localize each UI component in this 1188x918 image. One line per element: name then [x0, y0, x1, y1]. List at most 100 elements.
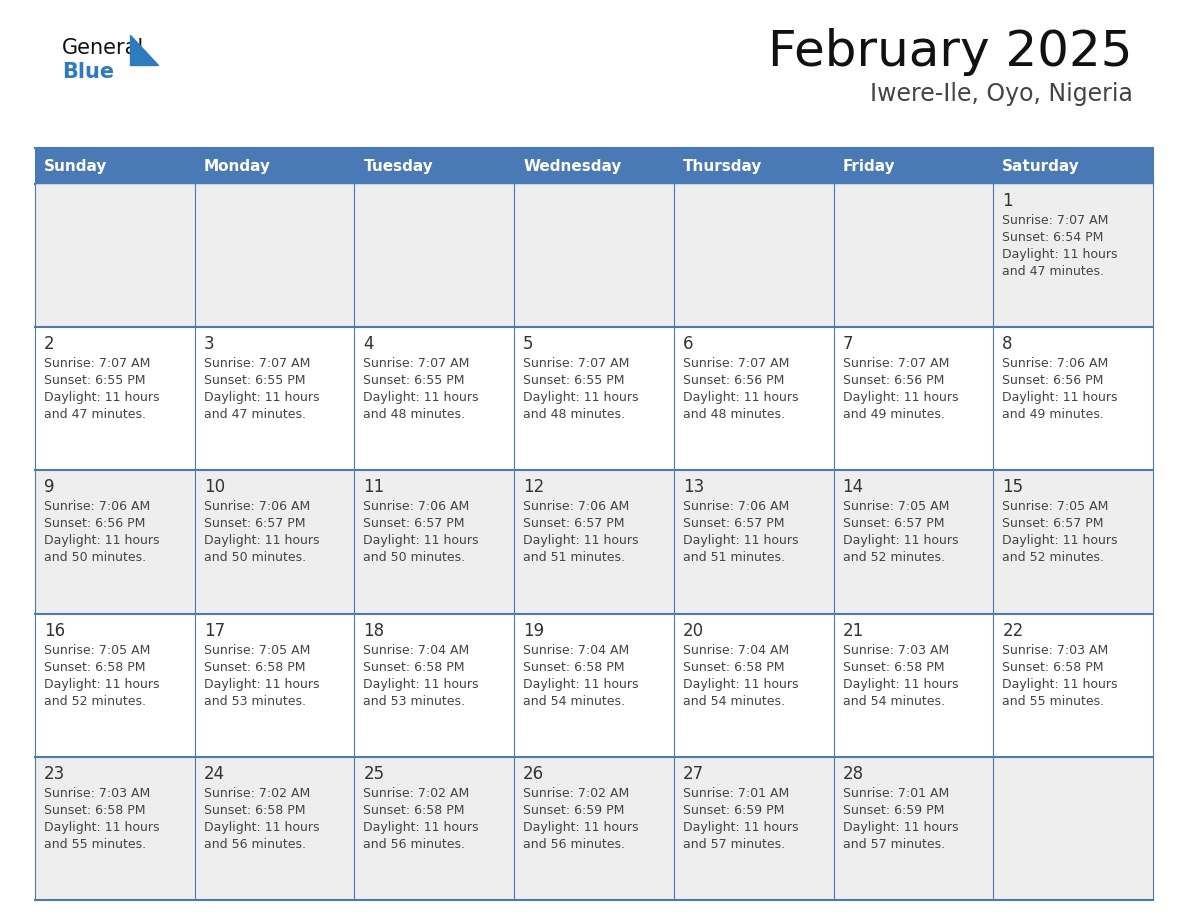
Text: and 54 minutes.: and 54 minutes.	[683, 695, 785, 708]
Text: Monday: Monday	[203, 159, 271, 174]
Text: Daylight: 11 hours: Daylight: 11 hours	[683, 821, 798, 834]
Text: Daylight: 11 hours: Daylight: 11 hours	[203, 391, 320, 404]
Text: Daylight: 11 hours: Daylight: 11 hours	[203, 677, 320, 690]
Text: 24: 24	[203, 765, 225, 783]
Text: Sunset: 6:58 PM: Sunset: 6:58 PM	[683, 661, 784, 674]
Text: 11: 11	[364, 478, 385, 497]
Text: Sunrise: 7:06 AM: Sunrise: 7:06 AM	[1003, 357, 1108, 370]
Bar	[34, 184, 1154, 327]
Text: Saturday: Saturday	[1003, 159, 1080, 174]
Text: Sunrise: 7:07 AM: Sunrise: 7:07 AM	[683, 357, 789, 370]
Text: Friday: Friday	[842, 159, 896, 174]
Text: 4: 4	[364, 335, 374, 353]
Text: and 52 minutes.: and 52 minutes.	[44, 695, 146, 708]
Text: Daylight: 11 hours: Daylight: 11 hours	[523, 677, 639, 690]
Text: and 52 minutes.: and 52 minutes.	[842, 552, 944, 565]
Text: Sunrise: 7:05 AM: Sunrise: 7:05 AM	[44, 644, 151, 656]
Text: Sunrise: 7:07 AM: Sunrise: 7:07 AM	[203, 357, 310, 370]
Text: Daylight: 11 hours: Daylight: 11 hours	[44, 677, 159, 690]
Text: Sunset: 6:56 PM: Sunset: 6:56 PM	[44, 518, 145, 531]
Text: 9: 9	[44, 478, 55, 497]
Text: and 50 minutes.: and 50 minutes.	[203, 552, 305, 565]
Text: Sunrise: 7:03 AM: Sunrise: 7:03 AM	[1003, 644, 1108, 656]
Text: Sunset: 6:58 PM: Sunset: 6:58 PM	[44, 804, 145, 817]
Text: Daylight: 11 hours: Daylight: 11 hours	[44, 391, 159, 404]
Text: Sunrise: 7:03 AM: Sunrise: 7:03 AM	[842, 644, 949, 656]
Text: and 54 minutes.: and 54 minutes.	[523, 695, 625, 708]
Text: 18: 18	[364, 621, 385, 640]
Text: and 57 minutes.: and 57 minutes.	[683, 838, 785, 851]
Text: Sunrise: 7:04 AM: Sunrise: 7:04 AM	[683, 644, 789, 656]
Text: and 47 minutes.: and 47 minutes.	[1003, 265, 1105, 278]
Text: and 48 minutes.: and 48 minutes.	[683, 409, 785, 421]
Text: Sunrise: 7:06 AM: Sunrise: 7:06 AM	[523, 500, 630, 513]
Text: General: General	[62, 38, 144, 58]
Text: 16: 16	[44, 621, 65, 640]
Text: 23: 23	[44, 765, 65, 783]
Text: Sunrise: 7:05 AM: Sunrise: 7:05 AM	[203, 644, 310, 656]
Text: Iwere-Ile, Oyo, Nigeria: Iwere-Ile, Oyo, Nigeria	[870, 82, 1133, 106]
Text: Sunset: 6:58 PM: Sunset: 6:58 PM	[203, 661, 305, 674]
Text: 12: 12	[523, 478, 544, 497]
Text: Sunrise: 7:05 AM: Sunrise: 7:05 AM	[842, 500, 949, 513]
Text: 5: 5	[523, 335, 533, 353]
Text: Daylight: 11 hours: Daylight: 11 hours	[364, 677, 479, 690]
Text: Sunset: 6:58 PM: Sunset: 6:58 PM	[44, 661, 145, 674]
Text: 17: 17	[203, 621, 225, 640]
Bar	[34, 148, 1154, 184]
Bar	[34, 327, 1154, 470]
Text: 7: 7	[842, 335, 853, 353]
Text: and 53 minutes.: and 53 minutes.	[364, 695, 466, 708]
Text: Daylight: 11 hours: Daylight: 11 hours	[203, 534, 320, 547]
Text: 2: 2	[44, 335, 55, 353]
Text: Sunrise: 7:02 AM: Sunrise: 7:02 AM	[523, 787, 630, 800]
Text: Daylight: 11 hours: Daylight: 11 hours	[683, 677, 798, 690]
Text: Sunrise: 7:06 AM: Sunrise: 7:06 AM	[203, 500, 310, 513]
Text: 28: 28	[842, 765, 864, 783]
Text: February 2025: February 2025	[769, 28, 1133, 76]
Text: Sunset: 6:54 PM: Sunset: 6:54 PM	[1003, 231, 1104, 244]
Text: and 48 minutes.: and 48 minutes.	[364, 409, 466, 421]
Bar	[34, 613, 1154, 756]
Text: and 51 minutes.: and 51 minutes.	[523, 552, 625, 565]
Text: 20: 20	[683, 621, 704, 640]
Text: Daylight: 11 hours: Daylight: 11 hours	[842, 677, 958, 690]
Text: Sunset: 6:58 PM: Sunset: 6:58 PM	[1003, 661, 1104, 674]
Text: Daylight: 11 hours: Daylight: 11 hours	[683, 391, 798, 404]
Text: Sunset: 6:58 PM: Sunset: 6:58 PM	[203, 804, 305, 817]
Text: 14: 14	[842, 478, 864, 497]
Text: Daylight: 11 hours: Daylight: 11 hours	[44, 534, 159, 547]
Text: and 51 minutes.: and 51 minutes.	[683, 552, 785, 565]
Text: Sunset: 6:56 PM: Sunset: 6:56 PM	[1003, 375, 1104, 387]
Text: Sunset: 6:55 PM: Sunset: 6:55 PM	[203, 375, 305, 387]
Text: Sunrise: 7:01 AM: Sunrise: 7:01 AM	[842, 787, 949, 800]
Text: 3: 3	[203, 335, 214, 353]
Text: and 47 minutes.: and 47 minutes.	[44, 409, 146, 421]
Text: Sunset: 6:57 PM: Sunset: 6:57 PM	[203, 518, 305, 531]
Text: Sunset: 6:58 PM: Sunset: 6:58 PM	[523, 661, 625, 674]
Text: Sunset: 6:57 PM: Sunset: 6:57 PM	[364, 518, 465, 531]
Text: Sunrise: 7:07 AM: Sunrise: 7:07 AM	[44, 357, 151, 370]
Text: Sunset: 6:56 PM: Sunset: 6:56 PM	[842, 375, 944, 387]
Text: Sunset: 6:57 PM: Sunset: 6:57 PM	[1003, 518, 1104, 531]
Text: Sunrise: 7:06 AM: Sunrise: 7:06 AM	[364, 500, 469, 513]
Text: Sunset: 6:57 PM: Sunset: 6:57 PM	[842, 518, 944, 531]
Text: 26: 26	[523, 765, 544, 783]
Text: and 57 minutes.: and 57 minutes.	[842, 838, 944, 851]
Text: Daylight: 11 hours: Daylight: 11 hours	[842, 534, 958, 547]
Text: Daylight: 11 hours: Daylight: 11 hours	[523, 391, 639, 404]
Text: Sunrise: 7:07 AM: Sunrise: 7:07 AM	[364, 357, 469, 370]
Text: Sunset: 6:57 PM: Sunset: 6:57 PM	[523, 518, 625, 531]
Text: Daylight: 11 hours: Daylight: 11 hours	[1003, 677, 1118, 690]
Text: Daylight: 11 hours: Daylight: 11 hours	[44, 821, 159, 834]
Text: and 50 minutes.: and 50 minutes.	[364, 552, 466, 565]
Text: and 49 minutes.: and 49 minutes.	[1003, 409, 1104, 421]
Text: Sunset: 6:58 PM: Sunset: 6:58 PM	[364, 804, 465, 817]
Text: Daylight: 11 hours: Daylight: 11 hours	[523, 534, 639, 547]
Text: Tuesday: Tuesday	[364, 159, 434, 174]
Text: Sunrise: 7:05 AM: Sunrise: 7:05 AM	[1003, 500, 1108, 513]
Text: Sunrise: 7:07 AM: Sunrise: 7:07 AM	[842, 357, 949, 370]
Text: 25: 25	[364, 765, 385, 783]
Text: Sunrise: 7:03 AM: Sunrise: 7:03 AM	[44, 787, 150, 800]
Text: Daylight: 11 hours: Daylight: 11 hours	[364, 821, 479, 834]
